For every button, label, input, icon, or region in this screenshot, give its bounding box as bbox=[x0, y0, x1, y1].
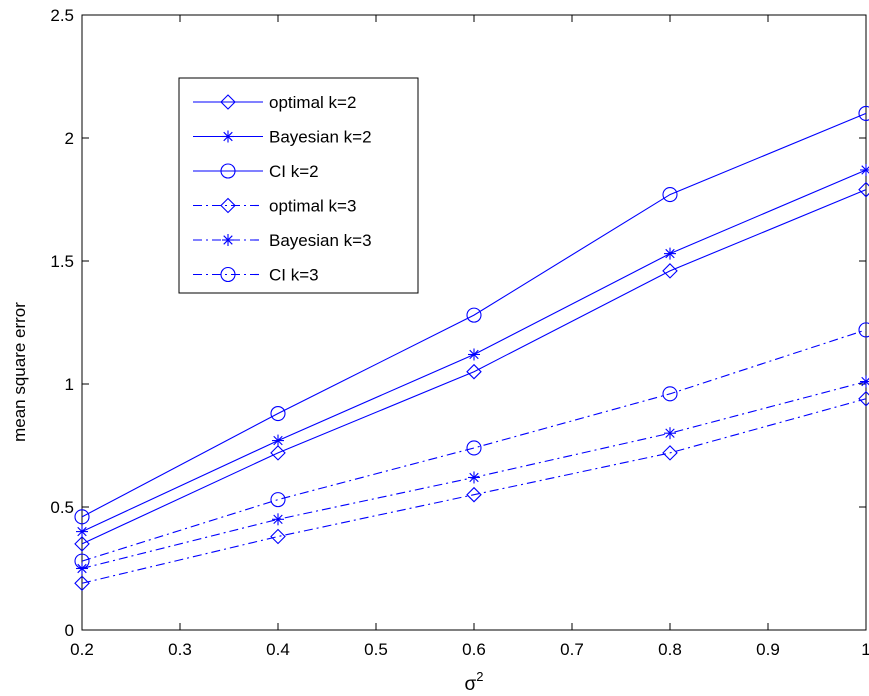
data-point-circle bbox=[74, 509, 90, 525]
x-tick-label: 0.4 bbox=[266, 640, 290, 659]
data-point-asterisk bbox=[272, 513, 284, 526]
asterisk-stroke bbox=[223, 131, 233, 142]
data-point-circle bbox=[858, 322, 869, 338]
x-tick-label: 0.9 bbox=[756, 640, 780, 659]
series-optimal-k-2 bbox=[74, 181, 869, 552]
asterisk-stroke bbox=[223, 235, 233, 245]
x-tick-label: 0.5 bbox=[364, 640, 388, 659]
y-tick-label: 0 bbox=[65, 621, 74, 640]
legend-entry: CI k=2 bbox=[193, 162, 319, 181]
legend-entry: optimal k=2 bbox=[193, 93, 356, 112]
legend-marker-asterisk bbox=[222, 234, 234, 246]
asterisk-stroke bbox=[469, 472, 479, 483]
series-line bbox=[81, 112, 867, 518]
legend-marker-diamond bbox=[220, 197, 236, 214]
x-tick-label: 0.2 bbox=[70, 640, 94, 659]
data-point-asterisk bbox=[76, 525, 88, 538]
legend-marker-diamond bbox=[220, 94, 236, 110]
asterisk-stroke bbox=[273, 514, 283, 524]
legend-marker-circle bbox=[220, 163, 236, 179]
series-line bbox=[81, 189, 867, 545]
x-tick-label: 0.3 bbox=[168, 640, 192, 659]
legend-marker-asterisk bbox=[222, 130, 234, 143]
series-layer bbox=[74, 105, 869, 592]
series-bayesian-k-2 bbox=[76, 163, 869, 538]
legend-marker-circle bbox=[220, 266, 236, 283]
data-point-circle bbox=[270, 492, 286, 508]
legend-label: optimal k=2 bbox=[269, 93, 356, 112]
data-point-circle bbox=[270, 405, 286, 422]
data-point-circle bbox=[74, 553, 90, 569]
asterisk-stroke bbox=[77, 526, 87, 537]
data-point-circle bbox=[858, 105, 869, 121]
data-point-diamond bbox=[662, 263, 678, 279]
legend-label: Bayesian k=2 bbox=[269, 128, 372, 147]
y-tick-label: 1 bbox=[65, 375, 74, 394]
series-optimal-k-3 bbox=[74, 390, 869, 592]
legend-label: CI k=2 bbox=[269, 162, 319, 181]
legend: optimal k=2 Bayesian k=2 CI k=2 optimal k=3… bbox=[178, 77, 419, 294]
asterisk-stroke bbox=[665, 248, 675, 259]
data-point-circle bbox=[466, 440, 482, 456]
data-point-circle bbox=[662, 386, 678, 402]
data-point-diamond bbox=[466, 486, 482, 503]
x-axis-title: σ2 bbox=[465, 669, 484, 695]
x-tick-label: 1 bbox=[861, 640, 869, 659]
data-point-asterisk bbox=[468, 471, 480, 484]
series-ci-k-3 bbox=[74, 322, 869, 569]
y-tick-label: 0.5 bbox=[50, 498, 74, 517]
legend-entry: optimal k=3 bbox=[193, 197, 356, 216]
x-axis-title-symbol: σ bbox=[465, 674, 477, 695]
data-point-diamond bbox=[858, 181, 869, 198]
data-point-asterisk bbox=[664, 247, 676, 260]
asterisk-stroke bbox=[273, 435, 283, 446]
data-point-diamond bbox=[270, 528, 286, 545]
x-tick-label: 0.7 bbox=[560, 640, 584, 659]
y-axis: 0 0.5 1 1.5 2 2.5 bbox=[50, 6, 866, 640]
asterisk-stroke bbox=[665, 428, 675, 438]
y-tick-label: 1.5 bbox=[50, 252, 74, 271]
legend-label: CI k=3 bbox=[269, 266, 319, 285]
series-ci-k-2 bbox=[74, 105, 869, 525]
y-axis-title: mean square error bbox=[10, 302, 29, 442]
data-point-diamond bbox=[74, 575, 90, 592]
legend-label: Bayesian k=3 bbox=[269, 231, 372, 250]
data-point-diamond bbox=[662, 445, 678, 461]
legend-entry: Bayesian k=2 bbox=[193, 128, 372, 147]
x-tick-label: 0.6 bbox=[462, 640, 486, 659]
legend-label: optimal k=3 bbox=[269, 197, 356, 216]
x-axis-title-superscript: 2 bbox=[476, 669, 483, 684]
x-axis: 0.2 0.3 0.4 0.5 0.6 0.7 0.8 0.9 1 bbox=[70, 15, 869, 659]
data-point-asterisk bbox=[664, 427, 676, 440]
series-line bbox=[81, 329, 867, 562]
legend-box bbox=[178, 77, 419, 294]
data-point-diamond bbox=[270, 445, 286, 461]
data-point-diamond bbox=[466, 363, 482, 380]
data-point-circle bbox=[662, 187, 678, 203]
y-tick-label: 2.5 bbox=[50, 6, 74, 25]
data-point-diamond bbox=[858, 390, 869, 407]
y-tick-label: 2 bbox=[65, 129, 74, 148]
x-tick-label: 0.8 bbox=[658, 640, 682, 659]
data-point-asterisk bbox=[272, 434, 284, 447]
data-point-circle bbox=[466, 307, 482, 323]
asterisk-stroke bbox=[469, 349, 479, 360]
series-line bbox=[81, 398, 867, 584]
data-point-diamond bbox=[74, 536, 90, 552]
data-point-asterisk bbox=[468, 348, 480, 361]
legend-entry: Bayesian k=3 bbox=[193, 231, 372, 250]
legend-entry: CI k=3 bbox=[193, 266, 319, 285]
